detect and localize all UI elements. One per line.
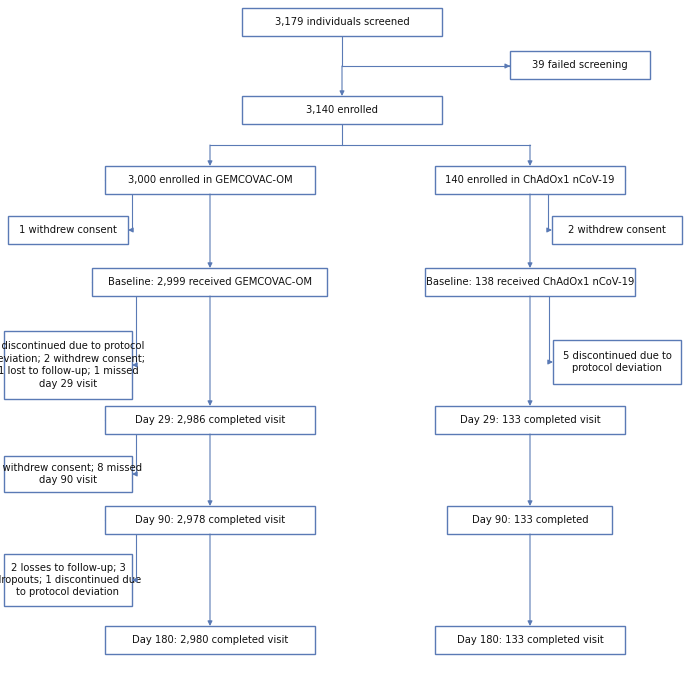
FancyBboxPatch shape [510,51,650,79]
Text: Day 90: 2,978 completed visit: Day 90: 2,978 completed visit [135,515,285,525]
FancyBboxPatch shape [242,96,442,124]
Text: 1 withdrew consent; 8 missed
day 90 visit: 1 withdrew consent; 8 missed day 90 visi… [0,463,142,485]
Text: Day 180: 133 completed visit: Day 180: 133 completed visit [457,635,603,645]
FancyBboxPatch shape [435,406,625,434]
Text: 140 enrolled in ChAdOx1 nCoV-19: 140 enrolled in ChAdOx1 nCoV-19 [445,175,614,185]
FancyBboxPatch shape [105,626,315,654]
Text: 2 losses to follow-up; 3
dropouts; 1 discontinued due
to protocol deviation: 2 losses to follow-up; 3 dropouts; 1 dis… [0,563,141,597]
Text: Day 180: 2,980 completed visit: Day 180: 2,980 completed visit [132,635,288,645]
FancyBboxPatch shape [4,456,132,492]
Text: 3,000 enrolled in GEMCOVAC-OM: 3,000 enrolled in GEMCOVAC-OM [127,175,292,185]
Text: Day 29: 133 completed visit: Day 29: 133 completed visit [460,415,600,425]
Text: 9 discontinued due to protocol
deviation; 2 withdrew consent;
1 lost to follow-u: 9 discontinued due to protocol deviation… [0,341,145,389]
FancyBboxPatch shape [105,506,315,534]
Text: 3,140 enrolled: 3,140 enrolled [306,105,378,115]
FancyBboxPatch shape [4,554,132,606]
FancyBboxPatch shape [105,166,315,194]
FancyBboxPatch shape [4,331,132,399]
FancyBboxPatch shape [92,268,327,296]
FancyBboxPatch shape [435,166,625,194]
Text: Baseline: 138 received ChAdOx1 nCoV-19: Baseline: 138 received ChAdOx1 nCoV-19 [426,277,634,287]
Text: 3,179 individuals screened: 3,179 individuals screened [275,17,410,27]
Text: 39 failed screening: 39 failed screening [532,60,628,70]
FancyBboxPatch shape [8,216,128,244]
Text: Day 29: 2,986 completed visit: Day 29: 2,986 completed visit [135,415,285,425]
FancyBboxPatch shape [105,406,315,434]
FancyBboxPatch shape [242,8,442,36]
Text: 2 withdrew consent: 2 withdrew consent [568,225,666,235]
FancyBboxPatch shape [447,506,612,534]
FancyBboxPatch shape [552,216,682,244]
FancyBboxPatch shape [553,340,681,384]
Text: 5 discontinued due to
protocol deviation: 5 discontinued due to protocol deviation [562,351,671,373]
Text: 1 withdrew consent: 1 withdrew consent [19,225,117,235]
FancyBboxPatch shape [425,268,635,296]
Text: Baseline: 2,999 received GEMCOVAC-OM: Baseline: 2,999 received GEMCOVAC-OM [108,277,312,287]
Text: Day 90: 133 completed: Day 90: 133 completed [472,515,588,525]
FancyBboxPatch shape [435,626,625,654]
